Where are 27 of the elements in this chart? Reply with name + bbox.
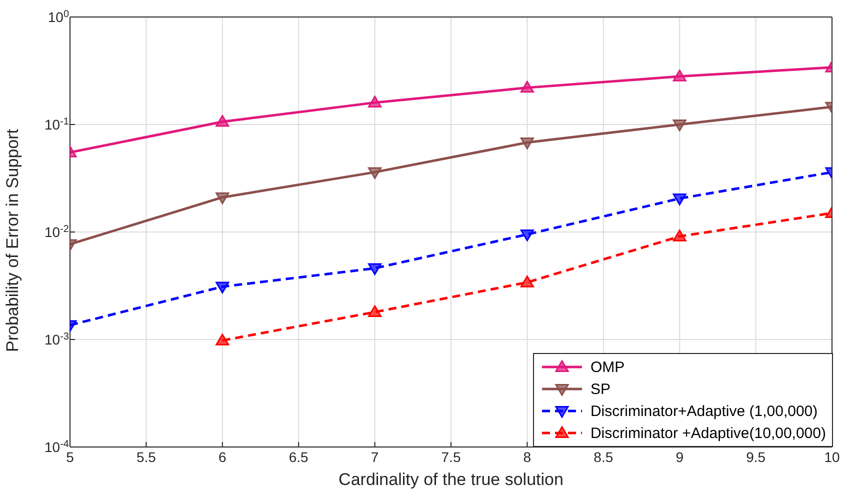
point (368, 263, 382, 276)
x-tick-label: 5.5 (136, 448, 156, 465)
y-tick-label: 10$^{-1}$ (44, 116, 70, 132)
x-axis-title: Cardinality of the true solution (338, 470, 564, 489)
legend-label: Discriminator +Adaptive(10,00,000) (590, 424, 826, 442)
x-tick-label: 9 (676, 448, 684, 465)
y-tick-label: 10$^{-3}$ (44, 331, 70, 348)
y-tick-label: 10$^{0}$ (48, 8, 70, 25)
legend-label: OMP (590, 358, 625, 376)
x-tick-label: 8.5 (594, 448, 614, 465)
legend-label: Discriminator+Adaptive (1,00,000) (590, 402, 818, 420)
y-axis-title: Probability of Error in Support (3, 128, 22, 352)
x-tick-label: 6 (218, 448, 226, 465)
x-tick-label: 9.5 (746, 448, 766, 465)
x-tick-label: 6.5 (288, 448, 309, 465)
point (520, 229, 534, 242)
point (368, 96, 382, 108)
x-tick-label: 5 (66, 448, 74, 465)
point (520, 80, 534, 93)
x-tick-label: 10 (824, 448, 840, 465)
x-tick-label: 7.5 (441, 448, 461, 465)
y-tick-label: 10$^{-2}$ (44, 224, 70, 240)
x-tick-label: 8 (523, 448, 532, 465)
point (520, 138, 534, 150)
point (368, 167, 382, 179)
legend-label: SP (590, 380, 610, 398)
x-tick-label: 7 (370, 448, 379, 465)
